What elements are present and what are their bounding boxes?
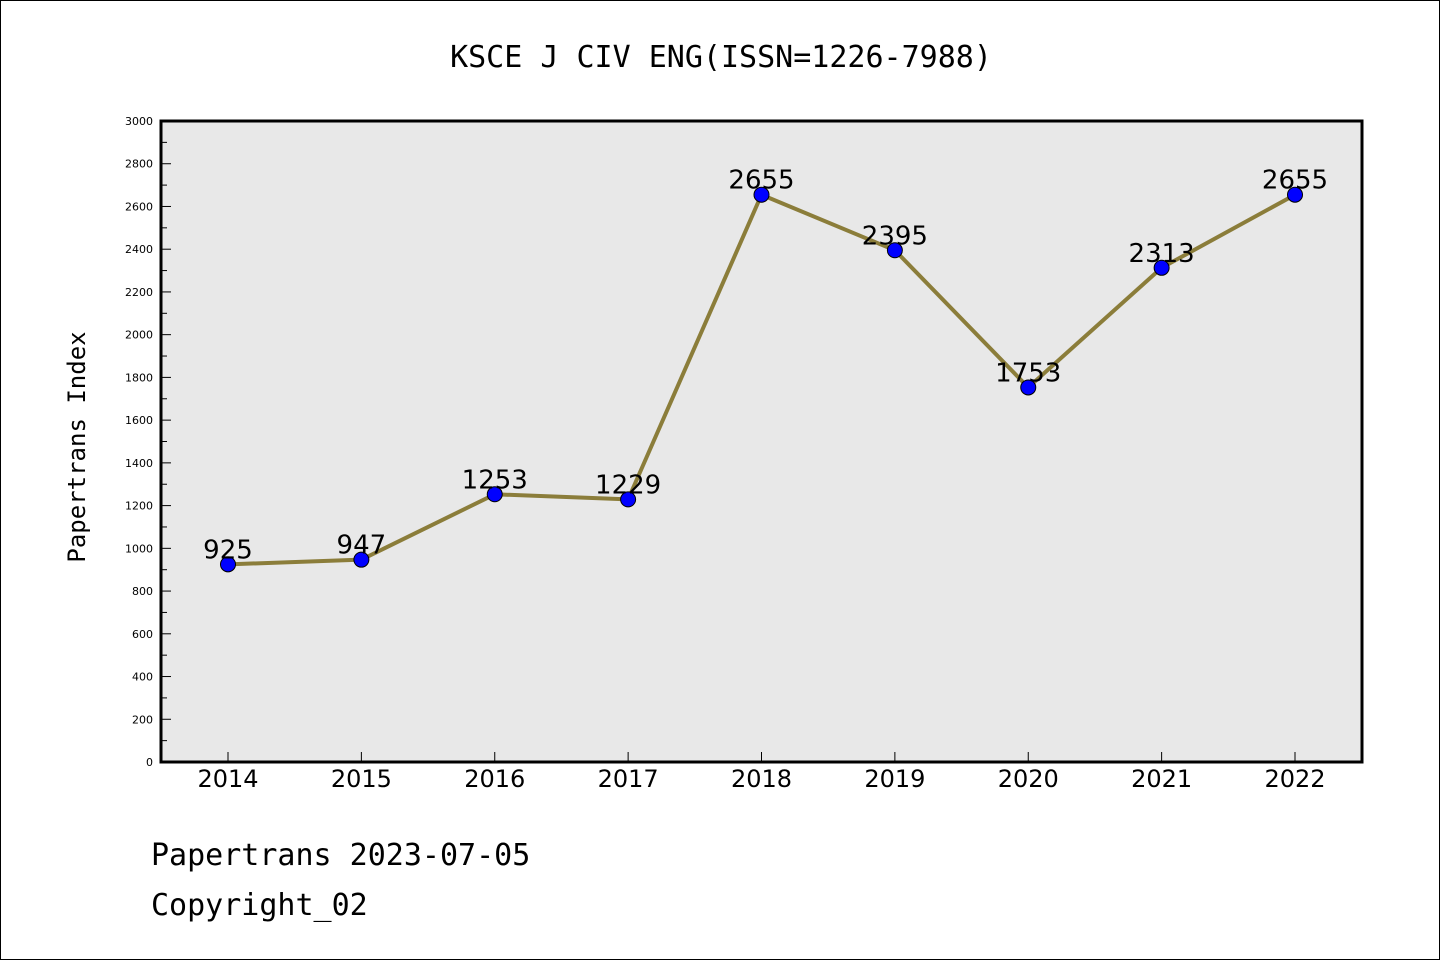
x-tick-label: 2020 bbox=[998, 765, 1059, 793]
data-point bbox=[886, 242, 903, 259]
data-labels: 925 947 1253 1229 2655 2395 1753 2313 2655 bbox=[203, 166, 1328, 566]
y-tick-label: 2800 bbox=[125, 158, 153, 171]
y-tick-label: 2200 bbox=[125, 286, 153, 299]
x-tick-label: 2018 bbox=[731, 765, 792, 793]
x-tick-label: 2021 bbox=[1131, 765, 1192, 793]
data-point bbox=[220, 556, 236, 573]
y-tick-label: 3000 bbox=[125, 115, 153, 128]
y-axis-label: Papertrans Index bbox=[63, 331, 91, 562]
data-label: 2655 bbox=[728, 166, 794, 196]
y-tick-label: 200 bbox=[132, 713, 153, 726]
data-label: 1229 bbox=[595, 470, 661, 500]
y-tick-label: 1800 bbox=[125, 371, 153, 384]
data-point bbox=[486, 486, 503, 503]
data-label: 2395 bbox=[862, 221, 928, 251]
data-point bbox=[753, 186, 770, 203]
y-tick-label: 2400 bbox=[125, 243, 153, 256]
data-label: 947 bbox=[337, 531, 387, 561]
footer-date: Papertrans 2023-07-05 bbox=[151, 838, 530, 873]
data-label: 925 bbox=[203, 535, 253, 565]
y-axis-ticks: 0 200 400 600 800 1000 1200 1400 1600 1800 2000 220… bbox=[125, 115, 171, 769]
data-point bbox=[1287, 186, 1303, 203]
y-tick-label: 1400 bbox=[125, 457, 153, 470]
x-tick-label: 2017 bbox=[598, 765, 659, 793]
y-tick-label: 1200 bbox=[125, 500, 153, 513]
data-label: 2313 bbox=[1129, 239, 1195, 269]
data-label: 2655 bbox=[1262, 166, 1328, 196]
plot-area bbox=[159, 119, 1364, 764]
y-tick-label: 0 bbox=[146, 756, 153, 769]
footer-copyright: Copyright_02 bbox=[151, 888, 368, 923]
data-point bbox=[1020, 379, 1037, 396]
data-point bbox=[353, 551, 370, 568]
data-label: 1253 bbox=[462, 465, 528, 495]
data-points bbox=[220, 186, 1303, 573]
data-point bbox=[1153, 259, 1170, 276]
chart-title: KSCE J CIV ENG(ISSN=1226-7988) bbox=[450, 40, 992, 75]
y-tick-label: 2000 bbox=[125, 329, 153, 342]
y-tick-label: 600 bbox=[132, 628, 153, 641]
y-tick-label: 2600 bbox=[125, 200, 153, 213]
y-tick-label: 1000 bbox=[125, 542, 153, 555]
x-tick-label: 2015 bbox=[331, 765, 392, 793]
data-label: 1753 bbox=[995, 358, 1061, 388]
x-tick-label: 2019 bbox=[864, 765, 925, 793]
y-tick-label: 800 bbox=[132, 585, 153, 598]
data-point bbox=[620, 491, 637, 508]
x-tick-label: 2016 bbox=[464, 765, 525, 793]
y-tick-label: 1600 bbox=[125, 414, 153, 427]
x-axis-ticks: 2014 2015 2016 2017 2018 2019 2020 2021 2022 bbox=[197, 752, 1326, 793]
y-tick-label: 400 bbox=[132, 671, 153, 684]
x-tick-label: 2022 bbox=[1264, 765, 1325, 793]
x-tick-label: 2014 bbox=[197, 765, 258, 793]
